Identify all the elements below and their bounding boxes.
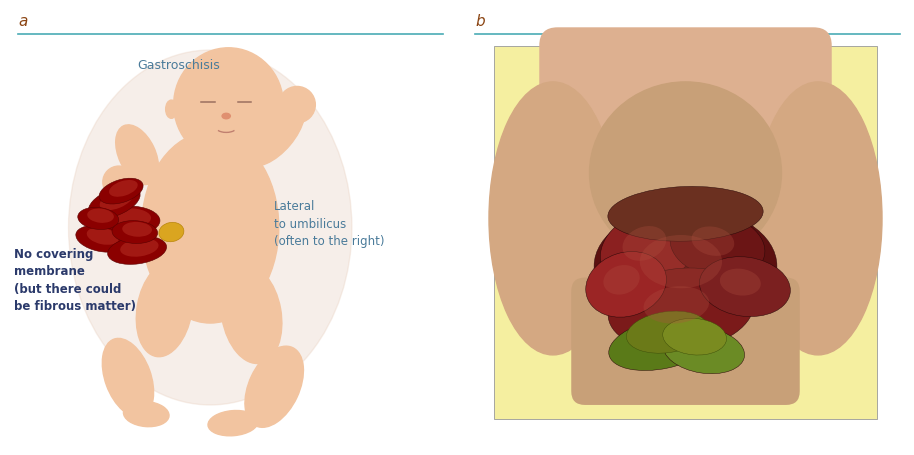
Ellipse shape [99, 178, 143, 204]
Ellipse shape [69, 50, 352, 405]
Ellipse shape [699, 257, 791, 317]
Circle shape [102, 166, 135, 198]
Ellipse shape [609, 317, 717, 370]
Text: Lateral
to umbilicus
(often to the right): Lateral to umbilicus (often to the right… [274, 200, 385, 248]
Ellipse shape [663, 318, 727, 355]
Ellipse shape [121, 238, 158, 257]
Ellipse shape [165, 100, 177, 118]
Ellipse shape [78, 207, 119, 229]
Ellipse shape [89, 187, 140, 218]
Ellipse shape [112, 221, 157, 243]
Ellipse shape [489, 82, 617, 355]
Ellipse shape [608, 187, 763, 241]
Ellipse shape [670, 213, 765, 278]
Ellipse shape [100, 189, 133, 210]
Ellipse shape [108, 236, 166, 264]
FancyBboxPatch shape [539, 27, 832, 164]
Ellipse shape [608, 268, 754, 351]
Ellipse shape [754, 82, 882, 355]
Ellipse shape [87, 228, 119, 245]
Ellipse shape [692, 227, 734, 256]
Ellipse shape [159, 222, 184, 242]
Ellipse shape [643, 286, 709, 324]
Ellipse shape [603, 265, 640, 294]
Ellipse shape [586, 252, 666, 317]
Ellipse shape [76, 226, 125, 252]
Ellipse shape [221, 264, 282, 364]
Ellipse shape [594, 207, 777, 325]
Ellipse shape [243, 98, 305, 166]
Ellipse shape [640, 235, 722, 288]
Text: Gastroschisis: Gastroschisis [137, 59, 220, 72]
Ellipse shape [116, 125, 158, 185]
Text: No covering
membrane
(but there could
be fibrous matter): No covering membrane (but there could be… [14, 248, 135, 313]
Ellipse shape [142, 132, 279, 323]
Ellipse shape [600, 209, 697, 287]
Ellipse shape [208, 410, 258, 436]
FancyBboxPatch shape [571, 278, 800, 405]
Ellipse shape [222, 113, 230, 119]
Text: b: b [475, 14, 485, 29]
Ellipse shape [245, 346, 303, 427]
Circle shape [279, 86, 315, 123]
Ellipse shape [122, 222, 152, 237]
Ellipse shape [96, 206, 160, 236]
FancyBboxPatch shape [494, 46, 877, 419]
Ellipse shape [102, 339, 154, 417]
Ellipse shape [590, 82, 781, 264]
Ellipse shape [87, 208, 114, 223]
Ellipse shape [626, 311, 708, 353]
Ellipse shape [109, 180, 138, 197]
Ellipse shape [720, 268, 760, 296]
Ellipse shape [174, 48, 283, 162]
Ellipse shape [110, 208, 151, 228]
Ellipse shape [123, 401, 169, 427]
Text: a: a [18, 14, 27, 29]
Ellipse shape [663, 327, 745, 374]
Ellipse shape [136, 262, 193, 357]
Ellipse shape [622, 226, 666, 261]
Ellipse shape [280, 100, 292, 118]
